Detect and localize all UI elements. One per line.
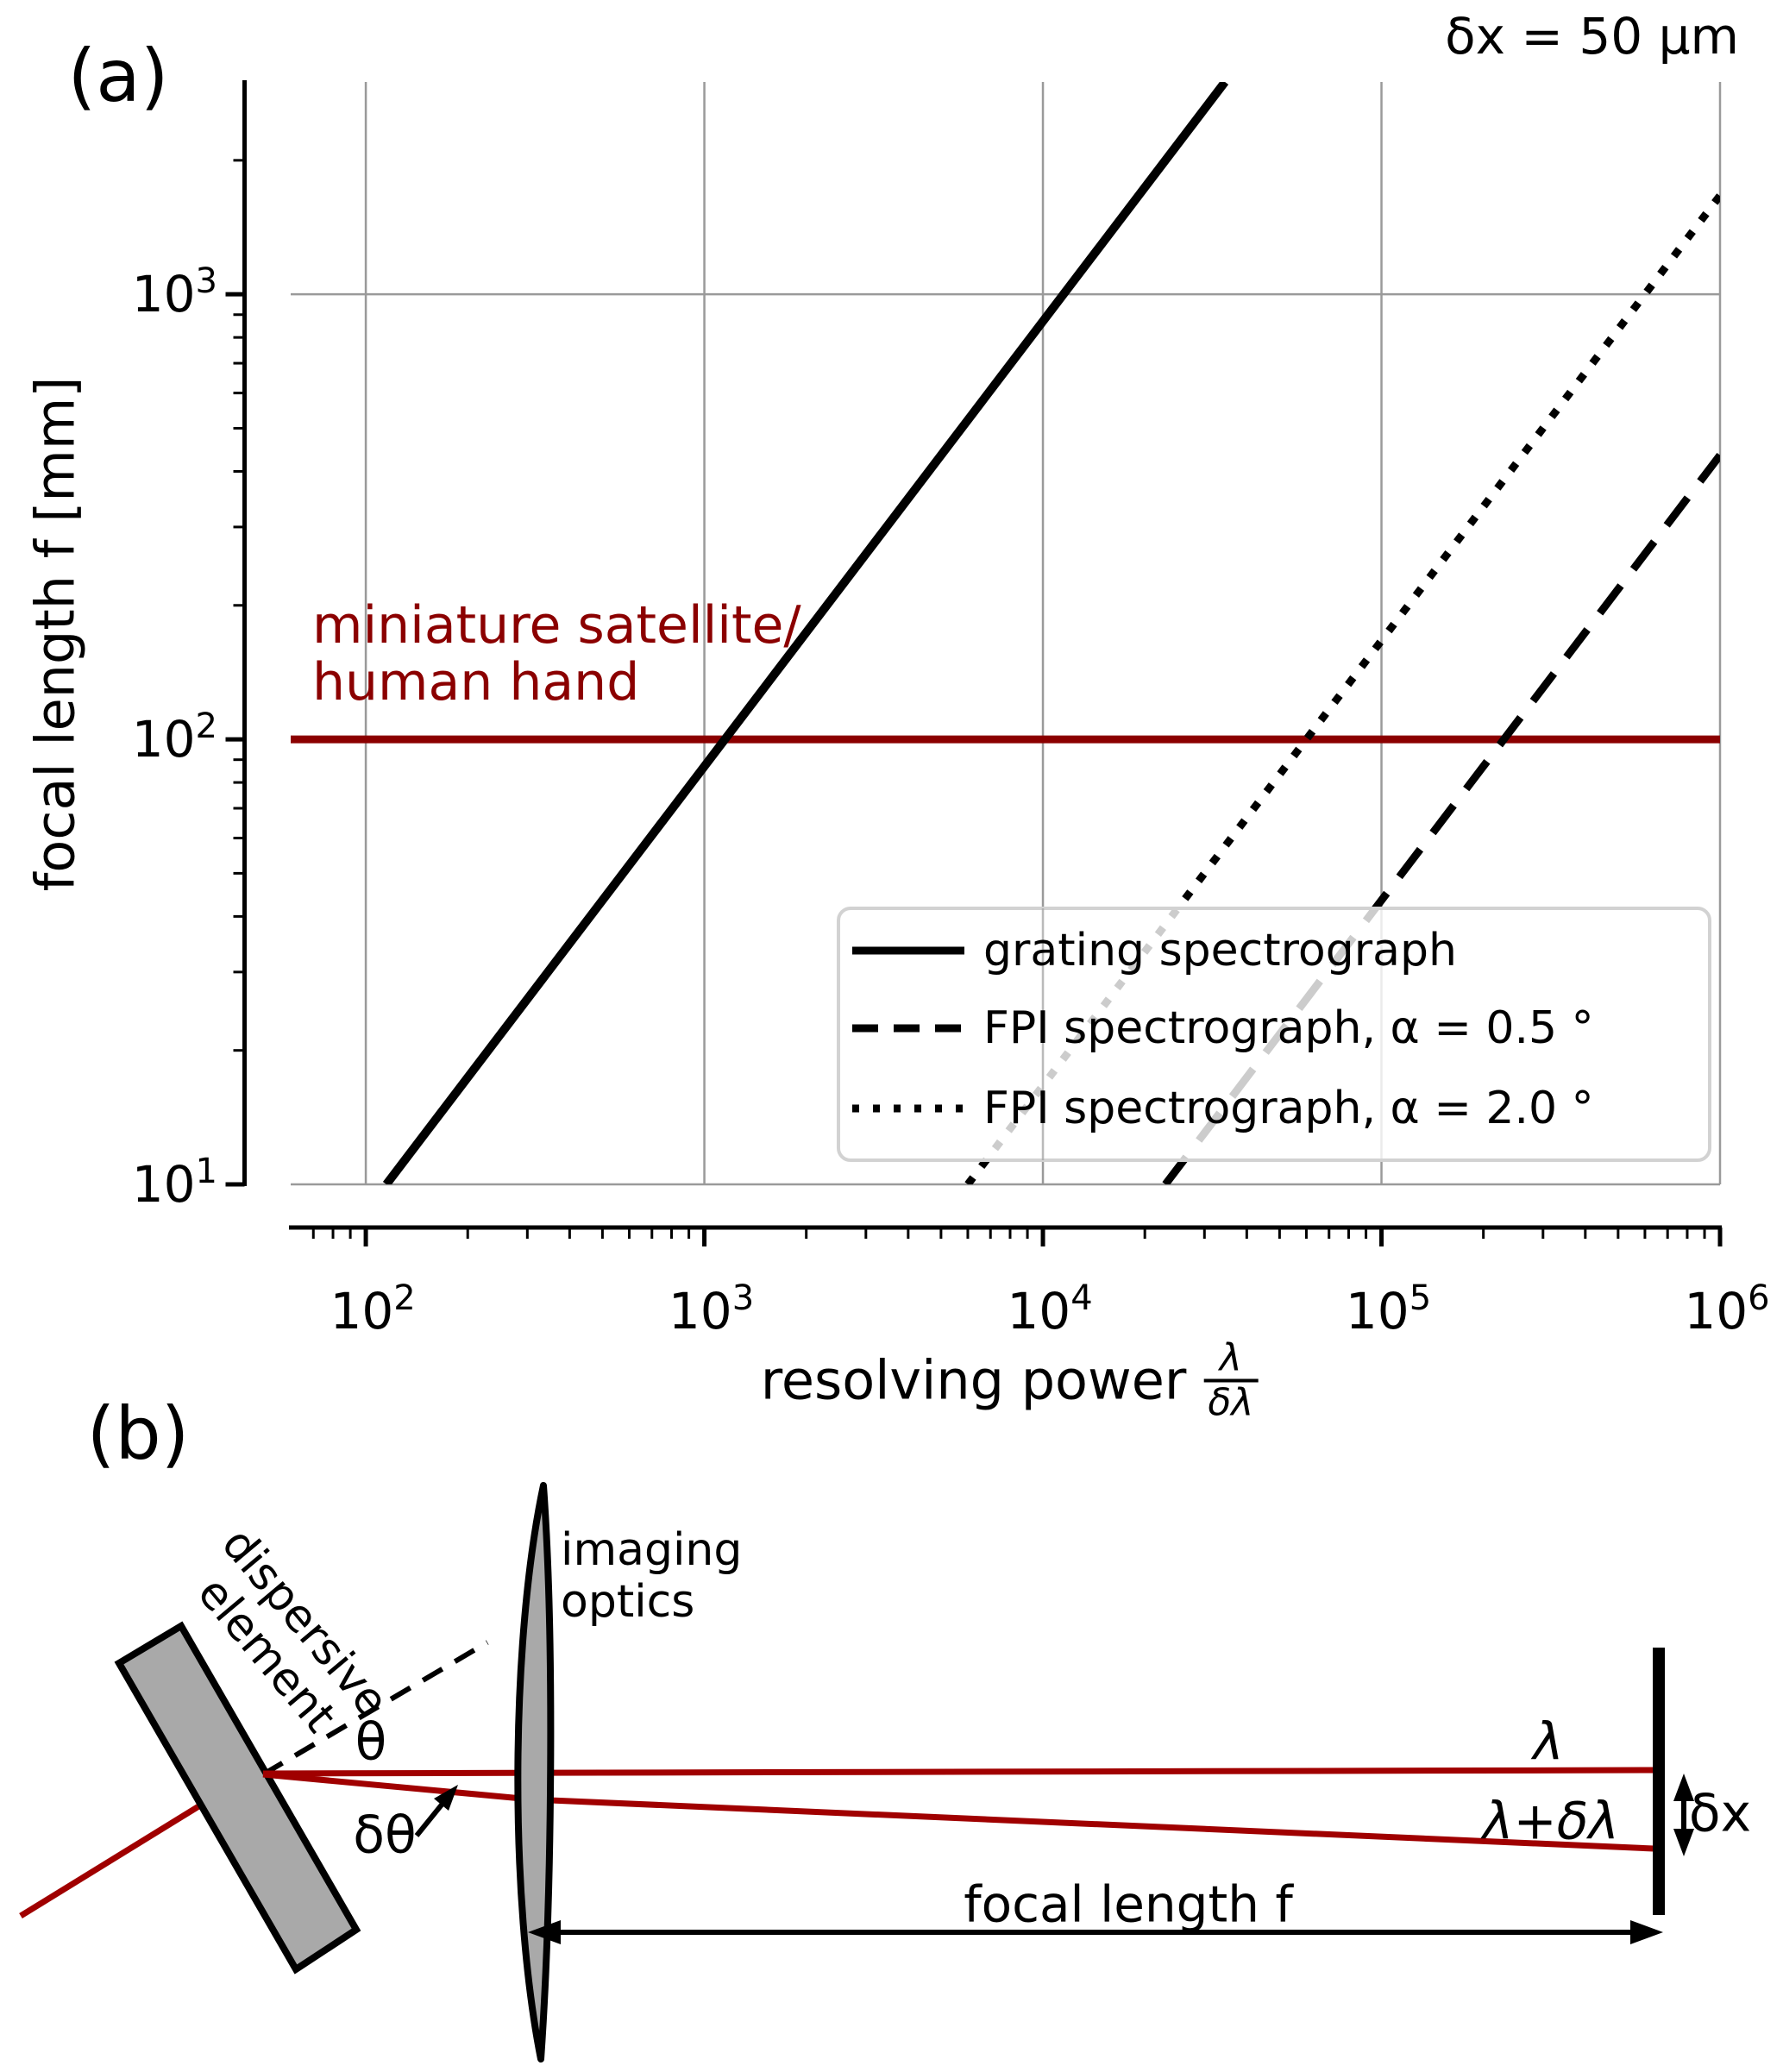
legend-item-grating: grating spectrograph bbox=[983, 924, 1457, 976]
y-tick-label: 102 bbox=[132, 706, 217, 769]
plot-title: δx = 50 μm bbox=[1445, 7, 1739, 66]
theta-label: θ bbox=[355, 1711, 387, 1773]
imaging-optics-lens bbox=[514, 1482, 555, 2063]
satellite-hand-annotation: miniature satellite/ human hand bbox=[312, 595, 801, 713]
delta-x-arrow bbox=[1673, 1774, 1694, 1856]
x-tick-label: 106 bbox=[1684, 1278, 1769, 1341]
lambda-ray bbox=[262, 1767, 1654, 1777]
fraction-denominator: δλ bbox=[1203, 1378, 1259, 1423]
panel-a-plot: 102 103 104 105 106 101 102 103 bbox=[132, 80, 1770, 1341]
legend-item-fpi-20: FPI spectrograph, α = 2.0 ° bbox=[983, 1082, 1594, 1134]
series-line-solid bbox=[382, 82, 1229, 1184]
panel-a-tag: (a) bbox=[67, 33, 169, 118]
x-tick-label: 105 bbox=[1346, 1278, 1431, 1341]
lambda-label: λ bbox=[1533, 1711, 1564, 1773]
incident-ray bbox=[19, 1803, 202, 1918]
legend-item-fpi-05: FPI spectrograph, α = 0.5 ° bbox=[983, 1001, 1594, 1054]
delta-theta-arrow bbox=[414, 1785, 458, 1837]
imaging-optics-label: imaging optics bbox=[561, 1524, 743, 1628]
panel-b-diagram bbox=[19, 1482, 1694, 2063]
x-tick-label: 102 bbox=[330, 1278, 415, 1341]
focal-length-arrow bbox=[528, 1920, 1663, 1944]
x-axis-label: resolving power λ δλ bbox=[761, 1337, 1259, 1422]
normal-dashed-line bbox=[261, 1640, 489, 1777]
series-line-dashed bbox=[1162, 452, 1720, 1184]
legend-box bbox=[837, 907, 1711, 1162]
x-tick-label: 103 bbox=[669, 1278, 754, 1341]
x-axis-label-fraction: λ δλ bbox=[1203, 1335, 1259, 1423]
lambda-plus-delta-label: λ+δλ bbox=[1483, 1791, 1619, 1852]
y-tick-label: 103 bbox=[132, 261, 217, 323]
delta-x-label: δx bbox=[1688, 1783, 1752, 1844]
focal-length-label: focal length f bbox=[964, 1874, 1293, 1934]
dispersive-element bbox=[114, 1621, 361, 1975]
y-axis-label: focal length f [mm] bbox=[23, 376, 87, 892]
x-axis-label-text: resolving power bbox=[760, 1348, 1187, 1412]
fraction-numerator: λ bbox=[1219, 1335, 1242, 1380]
y-tick-label: 101 bbox=[132, 1152, 217, 1214]
lambda-delta-ray bbox=[262, 1771, 1654, 1852]
panel-b-tag: (b) bbox=[86, 1391, 190, 1476]
detector bbox=[1653, 1648, 1665, 1915]
delta-theta-label: δθ bbox=[353, 1805, 417, 1866]
x-tick-label: 104 bbox=[1007, 1278, 1092, 1341]
